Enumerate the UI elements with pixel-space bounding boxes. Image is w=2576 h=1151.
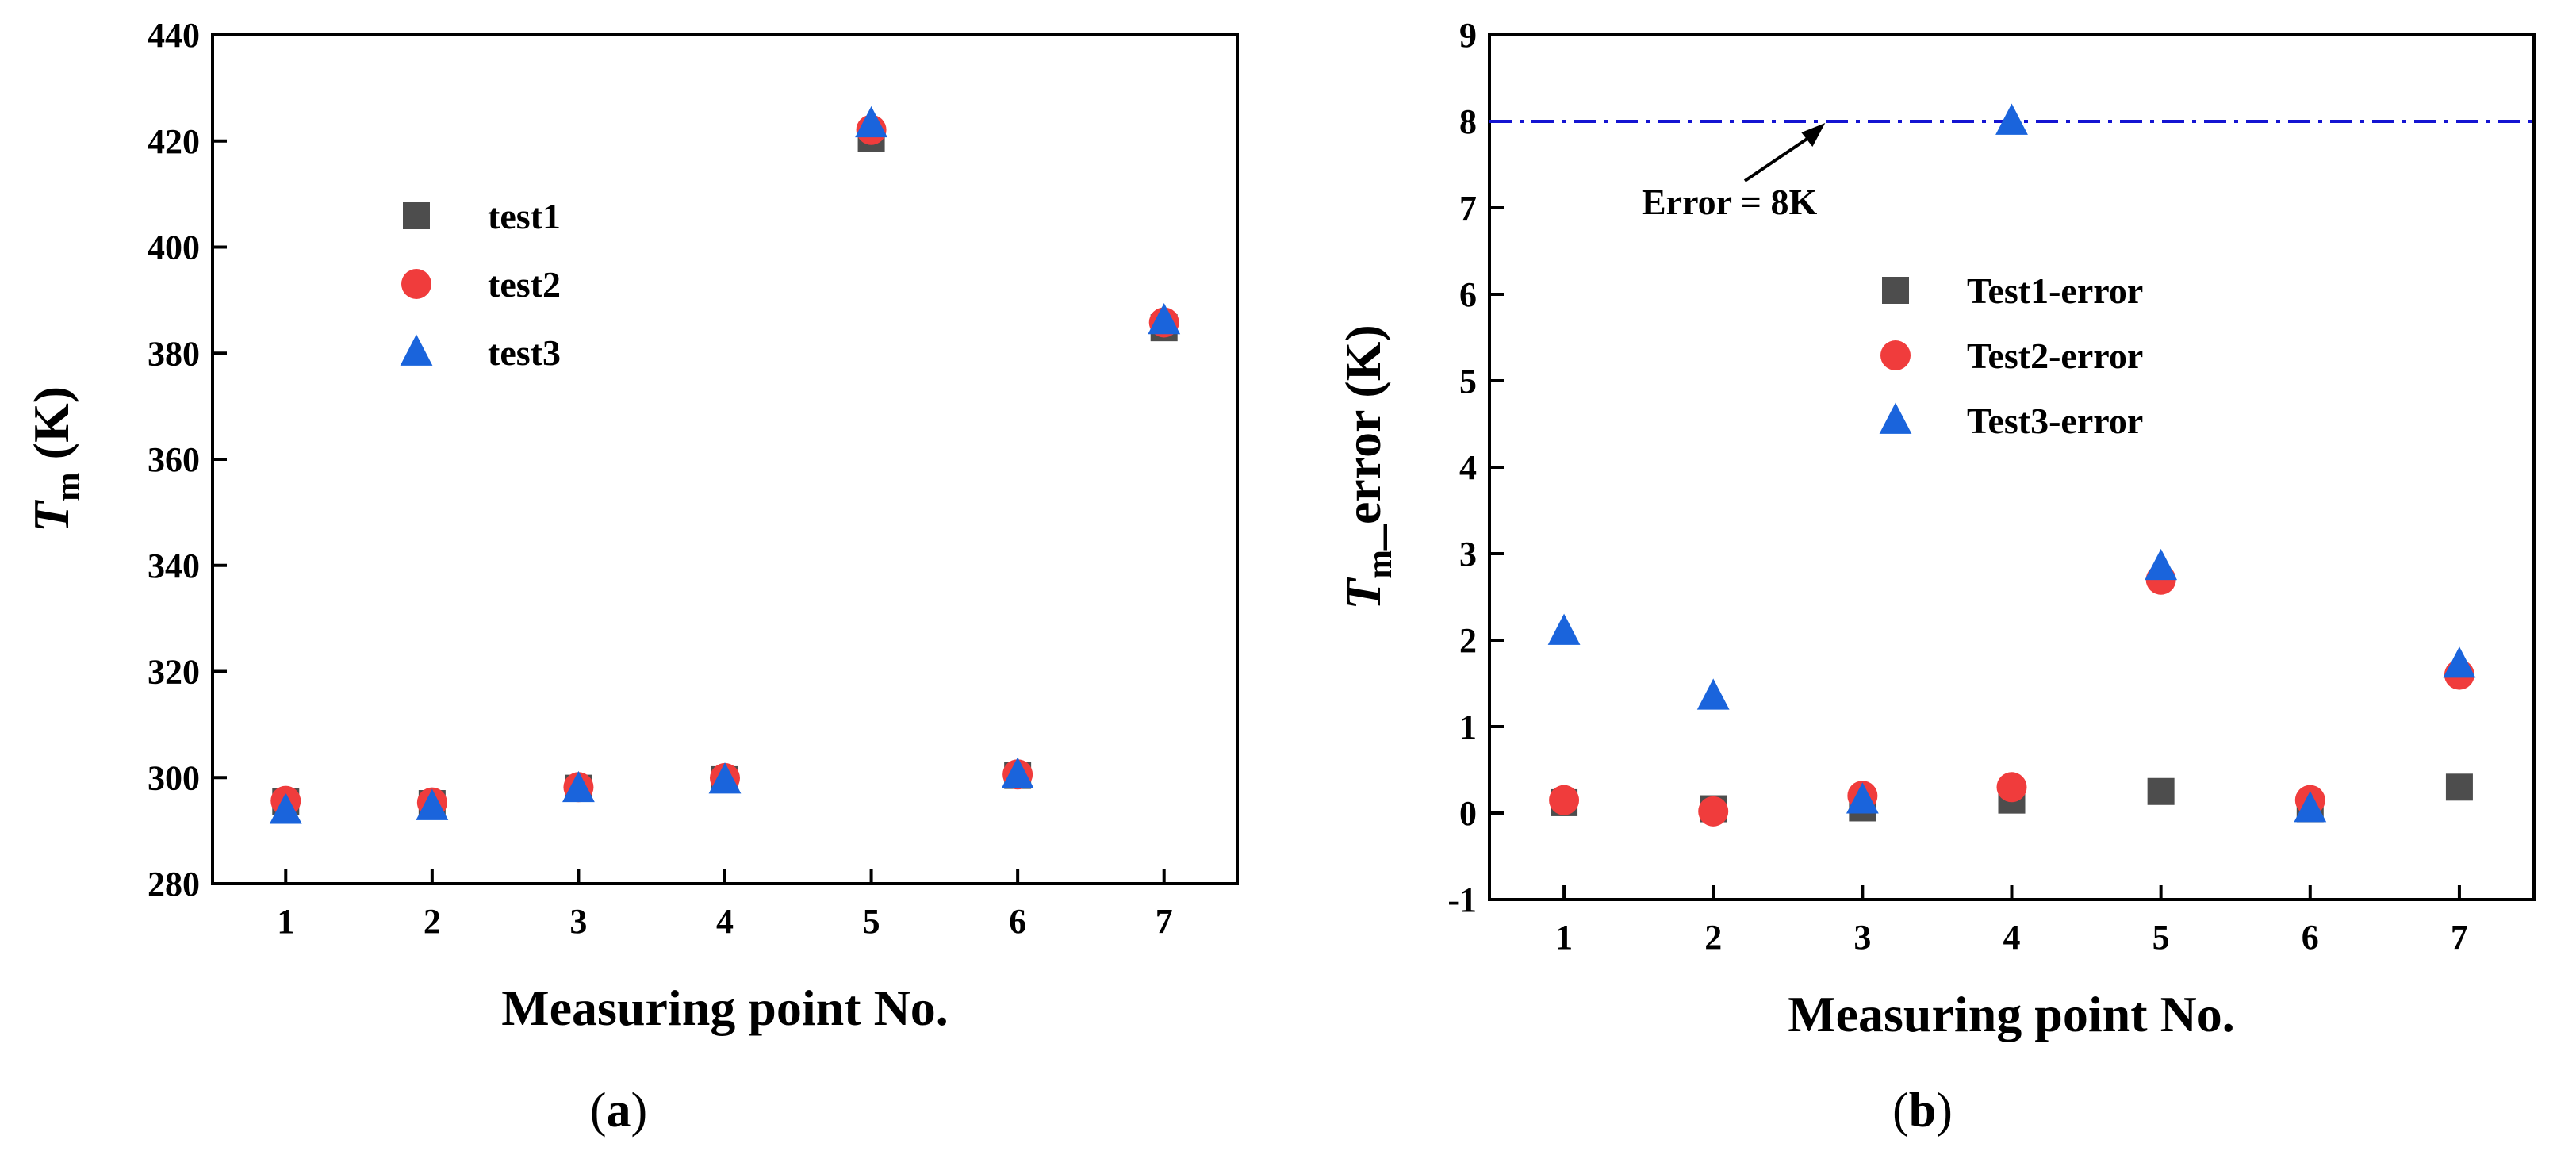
- y-tick-label: 300: [148, 758, 200, 797]
- legend-label: Test2-error: [1967, 336, 2143, 376]
- x-tick-label: 1: [277, 902, 294, 941]
- x-tick-label: 4: [2003, 918, 2021, 957]
- y-tick-label: 7: [1459, 189, 1477, 228]
- data-point-Test2-error-1: [1549, 785, 1580, 815]
- annotation-arrow-shaft: [1743, 129, 1820, 182]
- y-label-sub: m: [48, 472, 87, 501]
- y-axis-label: Tm_error (K): [1335, 324, 1399, 609]
- reference-annotation: Error = 8K: [1642, 182, 1817, 222]
- data-point-Test3-error-1: [1547, 613, 1581, 645]
- legend-marker-test2: [401, 269, 431, 299]
- y-tick-label: 4: [1459, 448, 1477, 487]
- x-tick-label: 7: [2451, 918, 2468, 957]
- y-tick-label: 280: [148, 865, 200, 904]
- data-point-Test1-error-7: [2445, 773, 2473, 801]
- data-point-Test3-error-7: [2443, 646, 2476, 678]
- y-tick-label: 5: [1459, 362, 1477, 401]
- data-point-Test3-error-6: [2294, 791, 2327, 823]
- data-point-Test2-error-2: [1698, 796, 1729, 827]
- data-point-test3-2: [416, 788, 449, 820]
- panel-b: -1 0 1 2 3 4 5 6 7 8 9 1 2 3 4 5 6 7 Measuring point No. Tm…: [1335, 16, 2536, 1138]
- data-point-test3-5: [855, 106, 887, 138]
- data-point-Test3-error-3: [1846, 782, 1879, 814]
- x-tick-label: 5: [863, 902, 880, 941]
- y-tick-label: -1: [1447, 881, 1477, 919]
- legend-b: Test1-error Test2-error Test3-error: [1879, 270, 2143, 441]
- x-tick-label: 6: [1009, 902, 1026, 941]
- data-point-test3-3: [562, 770, 595, 803]
- x-tick-label: 2: [424, 902, 441, 941]
- x-tick-label: 3: [569, 902, 587, 941]
- x-tick-label: 1: [1555, 918, 1573, 957]
- y-tick-label: 8: [1459, 102, 1477, 141]
- y-tick-label: 320: [148, 653, 200, 692]
- y-label-sub: m: [1360, 550, 1399, 579]
- x-tick-label: 3: [1853, 918, 1871, 957]
- legend-marker-Test2-error: [1880, 340, 1911, 370]
- y-tick-label: 9: [1459, 16, 1477, 55]
- data-point-test3-4: [708, 762, 742, 794]
- y-axis-label: Tm (K): [23, 386, 87, 532]
- y-tick-label: 400: [148, 228, 200, 267]
- legend-label: test2: [488, 264, 561, 305]
- x-tick-label: 7: [1156, 902, 1173, 941]
- data-point-test3-7: [1148, 303, 1181, 335]
- legend-label: test3: [488, 332, 561, 373]
- data-point-Test3-error-5: [2145, 548, 2178, 581]
- series-test3: [269, 106, 1181, 824]
- plot-frame-a: [211, 33, 1239, 885]
- data-point-test3-6: [1001, 757, 1034, 788]
- panel-caption: (a): [590, 1084, 647, 1138]
- x-axis-label: Measuring point No.: [501, 980, 949, 1036]
- y-tick-label: 380: [148, 334, 200, 373]
- y-tick-label: 1: [1459, 708, 1477, 746]
- x-tick-label: 5: [2152, 918, 2170, 957]
- x-axis-label: Measuring point No.: [1788, 986, 2235, 1042]
- y-tick-label: 6: [1459, 275, 1477, 314]
- panel-letter: b: [1909, 1084, 1936, 1138]
- x-tick-label: 4: [716, 902, 734, 941]
- data-point-Test1-error-5: [2147, 777, 2175, 805]
- y-tick-label: 2: [1459, 621, 1477, 660]
- y-label-unit: _error (K): [1335, 324, 1391, 551]
- legend-marker-Test1-error: [1882, 277, 1909, 304]
- y-tick-label: 440: [148, 16, 200, 55]
- y-tick-label: 340: [148, 547, 200, 585]
- data-point-Test3-error-4: [1995, 103, 2028, 135]
- x-tick-label: 2: [1704, 918, 1722, 957]
- legend-marker-Test3-error: [1879, 402, 1912, 434]
- panel-caption: (b): [1892, 1084, 1953, 1138]
- data-point-Test2-error-4: [1996, 772, 2027, 803]
- y-label-main: T: [1335, 577, 1391, 610]
- y-tick-label: 420: [148, 122, 200, 161]
- legend-label: Test3-error: [1967, 401, 2143, 441]
- legend-label: Test1-error: [1967, 270, 2143, 311]
- y-label-main: T: [23, 499, 79, 532]
- legend-marker-test1: [403, 202, 430, 229]
- data-point-test3-1: [269, 792, 302, 824]
- y-tick-label: 0: [1459, 794, 1477, 833]
- legend-label: test1: [488, 196, 561, 236]
- x-tick-label: 6: [2302, 918, 2319, 957]
- series-Test3-error: [1547, 103, 2476, 823]
- y-label-unit: (K): [23, 386, 79, 472]
- y-tick-label: 3: [1459, 535, 1477, 574]
- data-point-Test3-error-2: [1696, 678, 1730, 710]
- legend-a: test1 test2 test3: [400, 196, 561, 373]
- plot-frame-b: [1488, 33, 2536, 901]
- series-Test2-error: [1549, 564, 2474, 827]
- y-tick-label: 360: [148, 440, 200, 479]
- legend-marker-test3: [400, 334, 433, 366]
- panel-letter: a: [607, 1084, 631, 1138]
- annotation-arrow-head: [1801, 123, 1826, 147]
- panel-a: 280 300 320 340 360 380 400 420 440 1 2 3 4 5 6 7 Measur…: [23, 16, 1239, 1138]
